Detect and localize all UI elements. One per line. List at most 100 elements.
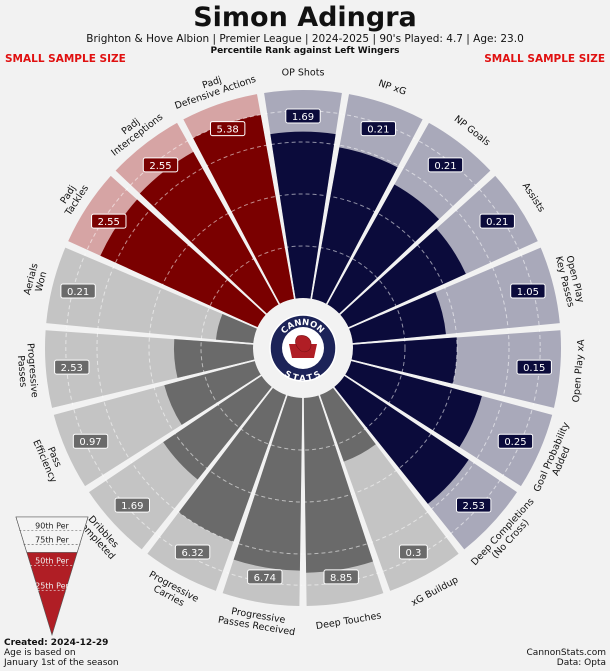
value-box-bg (399, 544, 428, 560)
value-label: 2.55 (149, 161, 171, 172)
data-source: Data: Opta (556, 658, 606, 668)
value-box-bg (323, 569, 359, 585)
value-label: 2.53 (61, 363, 83, 374)
slice-label-text: OP Shots (282, 68, 325, 79)
slice-label-text: Assists (520, 181, 547, 214)
value-box-bg (247, 569, 283, 585)
value-box-progressive-passes-received: 6.74 (247, 569, 283, 585)
cannon-ball-icon (295, 335, 312, 353)
slice-divider (331, 385, 463, 553)
created-date: Created: 2024-12-29 (4, 638, 109, 648)
value-box-bg (91, 213, 127, 229)
slice-label-op-shots: OP Shots (282, 68, 325, 79)
value-box-deep-touches: 8.85 (323, 569, 359, 585)
value-label: 1.69 (292, 112, 314, 123)
value-box-padj-defensive-actions: 5.38 (209, 121, 246, 137)
value-box-open-play-xa: 0.15 (516, 359, 552, 375)
value-box-open-play-key-passes: 1.05 (510, 283, 546, 299)
value-label: 0.15 (523, 363, 545, 374)
value-box-pass-efficiency: 0.97 (72, 433, 109, 449)
player-info-subtitle: Brighton & Hove Albion | Premier League … (86, 33, 524, 45)
slice-bar-progressive-carries (178, 387, 287, 542)
slice-label-text: Passes (15, 355, 29, 388)
slice-divider (111, 171, 269, 317)
slice-label-np-xg: NP xG (377, 78, 408, 98)
value-box-dribbles-completed: 1.69 (114, 497, 151, 513)
slice-bar-progressive-passes-received (233, 395, 303, 571)
slice-divider (65, 243, 260, 330)
value-label: 2.55 (98, 217, 120, 228)
comparison-subtitle: Percentile Rank against Left Wingers (210, 46, 400, 56)
legend-label-90th-per: 90th Per (35, 521, 69, 530)
value-label: 6.32 (181, 548, 203, 559)
value-label: 0.21 (67, 287, 89, 298)
slice-bar-open-play-key-passes (349, 292, 446, 344)
value-label: 0.21 (434, 161, 456, 172)
legend-label-50th-per: 50th Per (35, 557, 69, 566)
slice-bar-padj-defensive-actions (193, 114, 295, 304)
player-name-title: Simon Adingra (193, 2, 417, 33)
slice-bar-deep-completions-no-cross (334, 375, 469, 504)
value-box-bg (427, 157, 464, 173)
slice-divider (346, 243, 541, 330)
footer-left: Created: 2024-12-29 Age is based on Janu… (4, 638, 119, 668)
slice-bar-goal-probability-added (345, 360, 482, 448)
slice-bar-padj-interceptions (139, 151, 279, 314)
slice-bar-open-play-xa (351, 337, 458, 384)
legend-label-25th-per: 25th Per (35, 581, 69, 590)
value-box-np-xg: 0.21 (360, 121, 397, 137)
slice-divider (51, 359, 257, 413)
value-label: 8.85 (330, 573, 352, 584)
value-box-deep-completions-no-cross: 2.53 (455, 497, 492, 513)
slice-divider (337, 171, 495, 317)
slice-bar-np-xg (311, 147, 398, 304)
slice-bar-padj-tackles (100, 199, 266, 328)
slice-label-open-play-xa: Open Play xA (571, 338, 587, 403)
value-box-bg (510, 283, 546, 299)
value-label: 0.3 (405, 548, 421, 559)
slice-divider (143, 385, 275, 553)
value-box-goal-probability-added: 0.25 (497, 433, 534, 449)
slice-divider (342, 373, 521, 491)
logo-bottom-text-path: STATS (283, 369, 323, 384)
percentile-legend: 90th Per 75th Per 50th Per 25th Per (15, 516, 89, 637)
slice-label-text: xG Buildup (409, 574, 460, 608)
value-label: 0.97 (79, 437, 101, 448)
slice-bar-xg-buildup (319, 387, 376, 462)
slice-label-text: Open Play xA (571, 338, 587, 403)
slice-label-xg-buildup: xG Buildup (409, 574, 460, 608)
value-box-bg (455, 497, 492, 513)
age-note-line1: Age is based on (4, 648, 76, 658)
sample-size-warning-left: SMALL SAMPLE SIZE (5, 53, 126, 65)
logo-bottom-text: STATS (283, 369, 324, 384)
value-box-bg (114, 497, 151, 513)
slice-label-text: Won (34, 270, 50, 293)
slice-bar-np-goals (327, 184, 440, 314)
slice-divider (179, 119, 281, 307)
value-label: 0.21 (486, 217, 508, 228)
value-box-bg (54, 359, 90, 375)
slice-bar-deep-touches (303, 395, 373, 573)
value-box-bg (479, 213, 515, 229)
footer-right: CannonStats.com Data: Opta (527, 648, 606, 668)
value-label: 6.74 (254, 573, 276, 584)
value-box-bg (516, 359, 552, 375)
age-note-line2: January 1st of the season (4, 658, 119, 668)
value-box-np-goals: 0.21 (427, 157, 464, 173)
slice-bar-progressive-passes (173, 339, 255, 378)
slice-label-text: Deep Touches (315, 610, 382, 632)
ring-25th-percentile (200, 245, 406, 451)
value-label: 5.38 (217, 125, 239, 136)
value-box-xg-buildup: 0.3 (399, 544, 428, 560)
value-box-progressive-carries: 6.32 (174, 544, 211, 560)
slice-divider (44, 325, 256, 345)
slice-divider (218, 393, 289, 594)
legend-cone-top (15, 516, 89, 553)
slice-divider (325, 119, 427, 307)
value-box-assists: 0.21 (479, 213, 515, 229)
value-box-bg (142, 157, 179, 173)
legend-label-75th-per: 75th Per (35, 535, 69, 544)
value-box-bg (72, 433, 109, 449)
